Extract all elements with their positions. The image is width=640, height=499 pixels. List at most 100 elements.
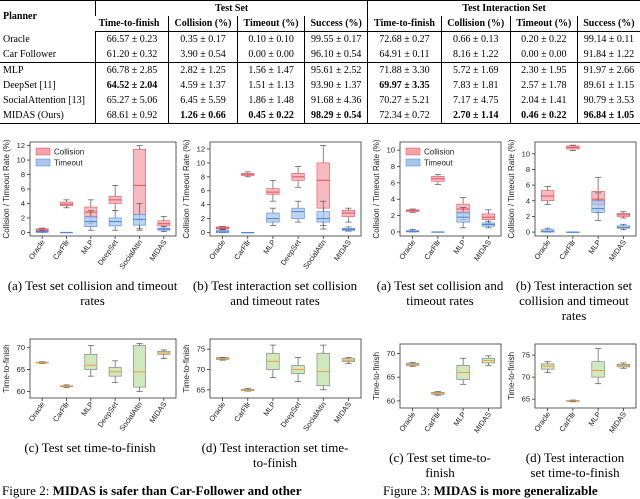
box-chart: 0 2 4 6 8 10 12 Collision / Timeout Rate (%) Ora… (2, 139, 177, 271)
y-tick-label: 65 (387, 373, 395, 382)
y-tick-label: 10 (387, 146, 395, 155)
x-tick-label: Oracle (397, 238, 417, 261)
legend-label: Collision (54, 148, 84, 157)
table-row: Car Follower 61.20 ± 0.32 3.90 ± 0.54 0.00 … (0, 47, 640, 63)
caption: (b) Test interaction set collision and t… (192, 278, 358, 308)
caption: (a) Test set collision and timeout rates (376, 278, 504, 308)
box (591, 361, 605, 378)
x-tick-label: CarFllr (51, 400, 72, 424)
planner-cell: Car Follower (3, 49, 57, 60)
y-tick-label: 0 (201, 228, 205, 237)
x-tick-label: MLP (587, 238, 603, 256)
plot-frame (534, 141, 637, 237)
value-cell: 2.82 ± 1.25 (167, 62, 238, 78)
x-tick-label: CarFllr (51, 238, 72, 262)
value-cell: 3.90 ± 0.54 (167, 47, 238, 63)
x-tick-label: SocialAttn (117, 238, 144, 271)
y-tick-label: 0 (526, 228, 530, 237)
table-row: MLP 66.78 ± 2.85 2.82 ± 1.25 1.56 ± 1.47 95.… (0, 62, 640, 78)
x-tick-label: MIDAS (472, 238, 493, 263)
value-cell: 64.91 ± 0.11 (367, 47, 442, 63)
x-tick-label: MLP (261, 400, 277, 418)
value-cell: 2.57 ± 1.78 (509, 78, 578, 93)
y-tick-label: 60 (17, 387, 25, 396)
value-cell: 70.27 ± 5.21 (367, 93, 442, 108)
value-cell: 8.16 ± 1.22 (440, 47, 511, 63)
box-chart: 60 65 70 Time-to-finish Oracle CarFllr MLP Deep… (2, 338, 177, 433)
legend-swatch (405, 147, 421, 156)
box (316, 211, 330, 223)
value-cell: 0.00 ± 0.00 (237, 47, 305, 63)
y-tick-label: 2 (21, 213, 25, 222)
value-cell: 4.59 ± 1.37 (167, 78, 238, 93)
x-tick-label: MLP (261, 238, 277, 256)
value-cell: 7.17 ± 4.75 (440, 93, 511, 108)
planner-cell: MLP (0, 62, 96, 78)
legend-label: Collision (424, 148, 454, 157)
caption: (d) Test interaction set time-to-finish (525, 450, 625, 480)
value-cell: 66.78 ± 2.85 (95, 62, 169, 78)
value-cell: 1.26 ± 0.66 (167, 108, 238, 124)
box-chart: 0 2 4 6 8 10 Collision / Timeout Rate (%) Oracl… (372, 139, 502, 263)
box (133, 345, 146, 388)
value-cell: 2.04 ± 1.41 (509, 93, 578, 108)
value-cell: 98.29 ± 0.54 (304, 108, 368, 124)
value-cell: 6.45 ± 5.59 (167, 93, 238, 108)
value-cell: 90.79 ± 3.53 (576, 93, 640, 108)
figure-text: MIDAS is more generalizable (433, 483, 598, 498)
y-axis-label: Collision / Timeout Rate (%) (2, 139, 11, 238)
caption: (d) Test interaction set time-to-finish (201, 440, 349, 470)
x-tick-label: MLP (587, 410, 603, 428)
y-tick-label: 65 (197, 385, 205, 394)
value-cell: 71.88 ± 3.30 (367, 62, 442, 78)
box (316, 352, 330, 387)
column-header-cell: Timeout (%) (237, 16, 305, 32)
x-tick-label: DeepSet (279, 399, 304, 429)
value-cell: 68.61 ± 0.92 (95, 108, 169, 124)
y-axis-label: Time-to-finish (372, 352, 381, 400)
figure-caption: Figure 2: MIDAS is safer than Car-Follow… (2, 483, 301, 499)
value-cell: 7.83 ± 1.81 (440, 78, 511, 93)
legend-label: Timeout (424, 159, 453, 168)
column-header-cell: Time-to-finish (367, 16, 442, 32)
box (266, 212, 280, 223)
column-header-cell: Success (%) (304, 16, 368, 32)
x-tick-label: DeepSet (96, 237, 121, 267)
group-header: Planner Test Set Test Interaction Set (0, 0, 640, 32)
y-tick-label: 0 (391, 227, 395, 236)
x-tick-label: MLP (79, 400, 95, 418)
value-cell: 0.20 ± 0.22 (509, 31, 578, 47)
y-tick-label: 10 (17, 156, 25, 165)
x-tick-label: Oracle (532, 410, 552, 433)
value-cell: 91.97 ± 2.66 (576, 62, 640, 78)
value-cell: 99.14 ± 0.11 (576, 31, 640, 47)
legend-swatch (405, 158, 421, 167)
y-tick-label: 65 (522, 395, 530, 404)
y-tick-label: 2 (201, 214, 205, 223)
plot-frame (399, 343, 502, 409)
value-cell: 64.52 ± 2.04 (95, 78, 169, 93)
x-tick-label: MIDAS (332, 400, 353, 425)
x-tick-label: CarFllr (557, 238, 578, 262)
value-cell: 61.20 ± 0.32 (95, 47, 169, 63)
x-tick-label: DeepSet (96, 399, 121, 429)
x-tick-label: DeepSet (279, 237, 304, 267)
y-tick-label: 6 (21, 185, 25, 194)
column-header-cell: Timeout (%) (509, 16, 578, 32)
value-cell: 0.45 ± 0.22 (237, 108, 305, 124)
y-tick-label: 8 (526, 165, 530, 174)
y-tick-label: 12 (197, 144, 205, 153)
y-tick-label: 10 (522, 149, 530, 158)
x-tick-label: Oracle (397, 410, 417, 433)
y-axis-label: Time-to-finish (182, 344, 191, 392)
figure-label: Figure 3: (383, 483, 431, 498)
x-tick-label: MIDAS (472, 410, 493, 435)
x-tick-label: CarFllr (422, 238, 443, 262)
figure-label: Figure 2: (2, 483, 50, 498)
box (291, 207, 305, 219)
x-tick-label: MIDAS (147, 238, 168, 263)
y-tick-label: 70 (17, 343, 25, 352)
y-tick-label: 2 (391, 211, 395, 220)
value-cell: 66.57 ± 0.23 (95, 31, 169, 47)
plot-frame (29, 338, 177, 399)
